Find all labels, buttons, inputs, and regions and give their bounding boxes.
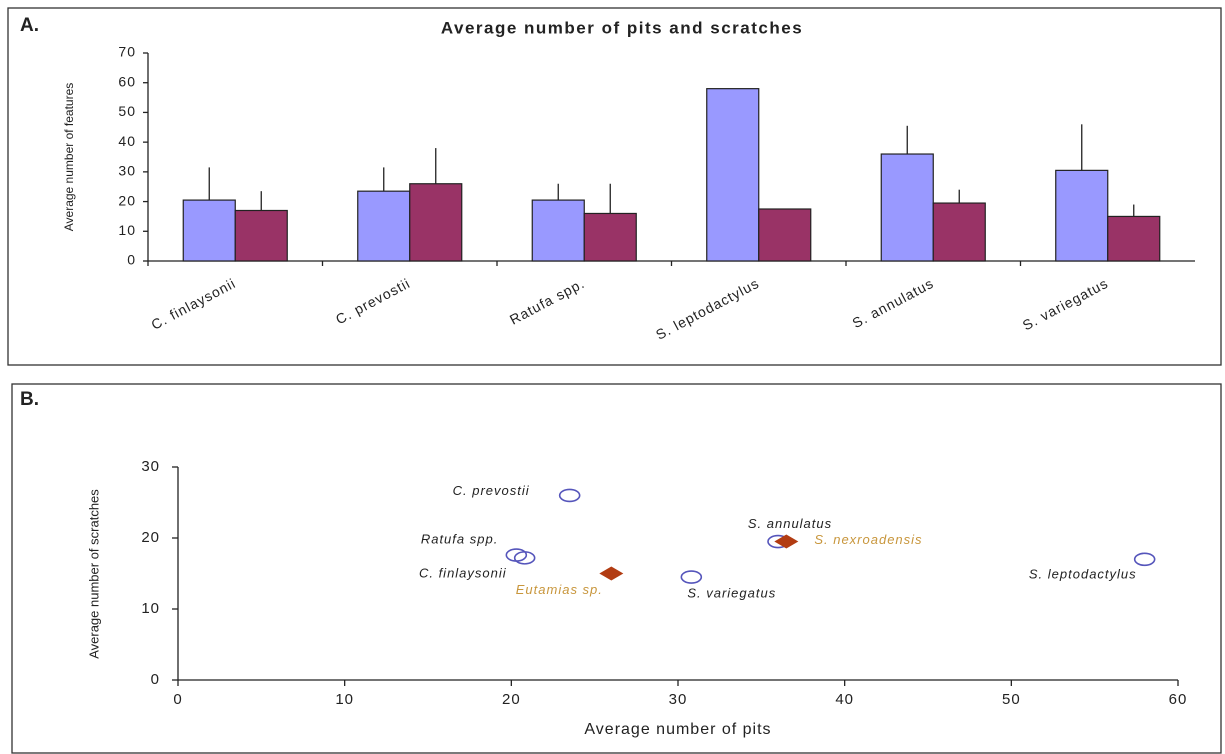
point: [680, 570, 703, 584]
point-label: Ratufa spp.: [421, 531, 499, 546]
bar: [880, 153, 934, 262]
y-tick-label: 20: [141, 529, 160, 546]
bar: [1107, 215, 1161, 262]
point-label: Eutamias sp.: [516, 582, 603, 597]
panel-a-frame: [7, 7, 1222, 366]
panel-label: A.: [20, 15, 39, 36]
point: [599, 566, 624, 581]
x-tick-label: 40: [835, 691, 854, 708]
bar: [182, 199, 236, 262]
bar: [357, 190, 411, 262]
y-tick-label: 70: [118, 44, 136, 60]
x-tick-label: 60: [1169, 691, 1188, 708]
y-tick-label: 60: [118, 73, 136, 89]
x-tick-label: 50: [1002, 691, 1021, 708]
point: [774, 534, 799, 549]
x-tick-label: 10: [335, 691, 354, 708]
point-label: C. prevostii: [453, 483, 530, 498]
x-tick-label: 20: [502, 691, 521, 708]
bar: [1055, 169, 1109, 262]
y-tick-label: 20: [118, 192, 136, 208]
point-label: S. annulatus: [748, 516, 832, 531]
y-tick-label: 10: [141, 600, 160, 617]
y-tick-label: 0: [127, 252, 136, 268]
x-tick-label: 30: [669, 691, 688, 708]
y-tick-label: 40: [118, 133, 136, 149]
x-tick-label: C. finlaysonii: [148, 275, 238, 333]
point-label: S. leptodactylus: [1029, 567, 1137, 582]
y-tick-label: 30: [118, 163, 136, 179]
panel-b-frame: [11, 383, 1222, 754]
chart-title: Average number of pits and scratches: [441, 18, 803, 37]
y-tick-label: 30: [141, 458, 160, 475]
bar: [409, 183, 463, 262]
bar: [583, 212, 637, 262]
point: [1133, 552, 1156, 567]
bar: [932, 202, 986, 262]
x-axis-title: Average number of pits: [584, 721, 771, 738]
point-label: S. nexroadensis: [814, 532, 922, 547]
y-axis-title: Average number of scratches: [86, 489, 101, 659]
x-tick-label: 0: [173, 691, 182, 708]
y-tick-label: 10: [118, 222, 136, 238]
x-tick-label: S. variegatus: [1020, 275, 1111, 334]
bar: [531, 199, 585, 262]
x-tick-label: S. leptodactylus: [653, 275, 762, 343]
x-tick-label: Ratufa spp.: [507, 275, 587, 328]
point: [505, 548, 528, 562]
x-tick-label: S. annulatus: [850, 275, 937, 331]
panel-label: B.: [20, 389, 39, 410]
y-tick-label: 50: [118, 103, 136, 119]
y-axis-title: Average number of features: [62, 83, 76, 232]
point-label: S. variegatus: [687, 585, 776, 600]
x-tick-label: C. prevostii: [333, 275, 413, 328]
bar: [706, 88, 760, 262]
y-tick-label: 0: [151, 671, 160, 688]
bar: [758, 208, 812, 262]
point-label: C. finlaysonii: [419, 565, 507, 580]
point: [558, 488, 581, 503]
bar: [234, 209, 288, 262]
